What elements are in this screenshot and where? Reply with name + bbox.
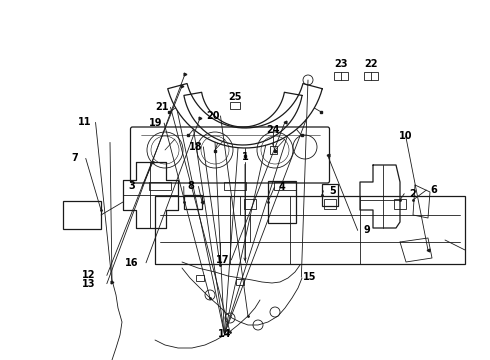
Text: 22: 22 [365, 59, 378, 69]
Bar [334, 72, 347, 80]
Text: 10: 10 [399, 131, 413, 141]
Text: 13: 13 [82, 279, 96, 289]
Text: 21: 21 [155, 102, 169, 112]
Text: 25: 25 [228, 92, 242, 102]
Text: 12: 12 [82, 270, 96, 280]
Text: 19: 19 [149, 118, 163, 128]
Text: 1: 1 [242, 152, 248, 162]
Bar [224, 182, 246, 190]
Text: 17: 17 [216, 255, 230, 265]
Bar [230, 102, 240, 109]
Bar [394, 199, 406, 209]
Bar [196, 275, 204, 281]
Text: 3: 3 [128, 181, 135, 192]
Text: 9: 9 [363, 225, 370, 235]
Text: 20: 20 [206, 111, 220, 121]
Text: 6: 6 [430, 185, 437, 195]
Text: 8: 8 [188, 181, 195, 192]
Text: 24: 24 [267, 125, 280, 135]
Bar [149, 182, 171, 190]
Bar [322, 184, 338, 206]
Bar [274, 182, 296, 190]
Bar [268, 181, 296, 223]
Bar [184, 195, 202, 209]
Bar [63, 201, 101, 229]
Text: 23: 23 [334, 59, 347, 69]
Text: 14: 14 [218, 329, 231, 339]
Bar [324, 199, 336, 209]
Bar [155, 196, 465, 264]
Bar [244, 199, 256, 209]
Text: 11: 11 [77, 117, 91, 127]
Text: 15: 15 [303, 272, 317, 282]
Text: 2: 2 [409, 189, 416, 199]
Text: 4: 4 [278, 182, 285, 192]
Text: 7: 7 [71, 153, 78, 163]
Text: 5: 5 [329, 186, 336, 196]
Text: 16: 16 [124, 258, 138, 268]
Text: 18: 18 [189, 142, 203, 152]
Bar [365, 72, 378, 80]
Bar [236, 279, 244, 285]
Bar [270, 145, 277, 154]
